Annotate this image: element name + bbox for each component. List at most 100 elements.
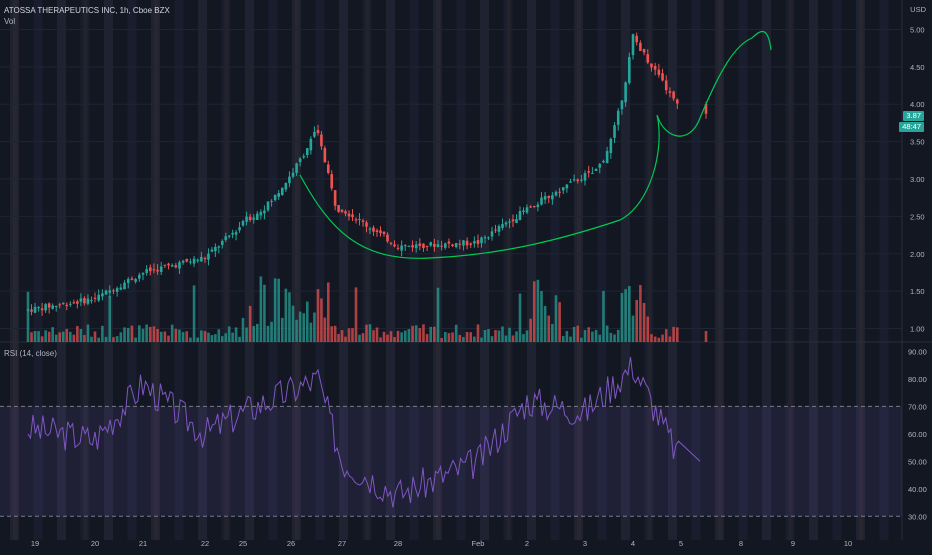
- volume-bar: [248, 305, 252, 342]
- candle-body: [40, 308, 44, 311]
- candle-body: [525, 207, 529, 213]
- volume-bar: [609, 332, 613, 342]
- volume-bar: [61, 331, 65, 342]
- volume-bar: [37, 331, 40, 342]
- volume-bar: [653, 336, 657, 342]
- candle-body: [196, 259, 200, 261]
- volume-bar: [200, 330, 203, 342]
- candle-body: [119, 287, 123, 290]
- time-axis-tick: 2: [525, 539, 529, 548]
- volume-bar: [326, 282, 330, 342]
- volume-bar: [313, 312, 316, 342]
- volume-bar: [379, 337, 382, 342]
- candle-body: [494, 229, 497, 231]
- candle-body: [462, 240, 465, 246]
- candle-body: [220, 240, 224, 246]
- volume-bar: [344, 336, 347, 342]
- candle-body: [37, 307, 40, 309]
- candle-body: [207, 253, 210, 260]
- session-band-accent: [436, 0, 440, 540]
- rsi-band-fill: [0, 406, 902, 517]
- currency-label[interactable]: USD: [910, 5, 926, 14]
- volume-bar: [583, 329, 587, 342]
- candle-body: [522, 210, 525, 212]
- candle-body: [167, 263, 170, 266]
- volume-bar: [54, 334, 58, 342]
- volume-bar: [40, 336, 44, 342]
- candle-body: [241, 221, 245, 226]
- volume-bar: [480, 337, 483, 342]
- candle-body: [152, 269, 156, 271]
- candle-body: [483, 237, 487, 239]
- candle-body: [536, 204, 540, 208]
- price-axis-tick: 2.00: [910, 250, 925, 259]
- volume-bar: [65, 328, 69, 342]
- candle-body: [418, 243, 422, 246]
- volume-bar: [207, 332, 210, 342]
- candle-body: [354, 219, 358, 221]
- candle-body: [657, 69, 661, 75]
- candle-body: [298, 158, 302, 163]
- time-axis-tick: 4: [631, 539, 635, 548]
- session-band-accent: [295, 0, 299, 540]
- symbol-title[interactable]: ATOSSA THERAPEUTICS INC, 1h, Cboe BZX: [4, 6, 170, 15]
- volume-legend[interactable]: Vol: [4, 17, 16, 26]
- volume-bar: [497, 330, 501, 342]
- candle-body: [178, 262, 181, 269]
- volume-bar: [181, 332, 185, 342]
- price-axis-tick: 3.50: [910, 138, 925, 147]
- session-band-accent: [577, 0, 581, 540]
- session-band-accent: [365, 0, 370, 540]
- session-band: [245, 0, 254, 540]
- rsi-axis-tick: 50.00: [908, 457, 927, 466]
- session-band: [127, 0, 137, 540]
- volume-bar: [30, 332, 33, 342]
- volume-bar: [403, 330, 407, 342]
- candle-body: [480, 237, 483, 244]
- price-axis-tick: 4.50: [910, 63, 925, 72]
- green-drawing[interactable]: [299, 31, 772, 259]
- candle-body: [76, 301, 79, 304]
- rsi-axis-tick: 30.00: [908, 512, 927, 521]
- volume-bar: [616, 329, 620, 342]
- volume-bar: [145, 324, 148, 342]
- volume-bar: [451, 332, 454, 342]
- volume-bar: [469, 332, 473, 342]
- volume-bar: [400, 332, 403, 342]
- candle-body: [185, 259, 189, 262]
- candle-body: [313, 131, 316, 137]
- candle-body: [653, 66, 657, 70]
- volume-bar: [108, 295, 112, 342]
- session-band-accent: [224, 0, 229, 540]
- candle-body: [61, 303, 65, 305]
- volume-bar: [411, 325, 414, 342]
- candle-body: [635, 35, 638, 43]
- volume-bar: [156, 328, 159, 342]
- candle-body: [532, 206, 536, 208]
- candle-body: [365, 222, 368, 227]
- candle-body: [620, 100, 624, 110]
- volume-bar: [163, 331, 167, 342]
- volume-bar: [224, 333, 228, 342]
- candle-body: [587, 171, 590, 173]
- candle-body: [148, 267, 152, 272]
- volume-bar: [255, 323, 259, 342]
- time-axis-tick: 21: [139, 539, 147, 548]
- volume-bar: [196, 337, 200, 342]
- volume-bar: [532, 281, 536, 342]
- volume-bar: [340, 330, 344, 342]
- volume-bar: [358, 334, 361, 342]
- session-band: [10, 0, 19, 540]
- candle-body: [547, 195, 551, 198]
- volume-bar: [642, 302, 646, 342]
- volume-bar: [639, 285, 642, 342]
- candle-body: [163, 264, 167, 266]
- rsi-legend[interactable]: RSI (14, close): [4, 349, 57, 358]
- volume-bar: [635, 299, 638, 342]
- axes: 5.00 4.50 4.00 3.50 3.00 2.50 2.00 1.50 1.00 90.0…: [31, 25, 927, 548]
- volume-bar: [580, 337, 583, 342]
- volume-bar: [476, 324, 480, 342]
- candle-body: [631, 34, 635, 56]
